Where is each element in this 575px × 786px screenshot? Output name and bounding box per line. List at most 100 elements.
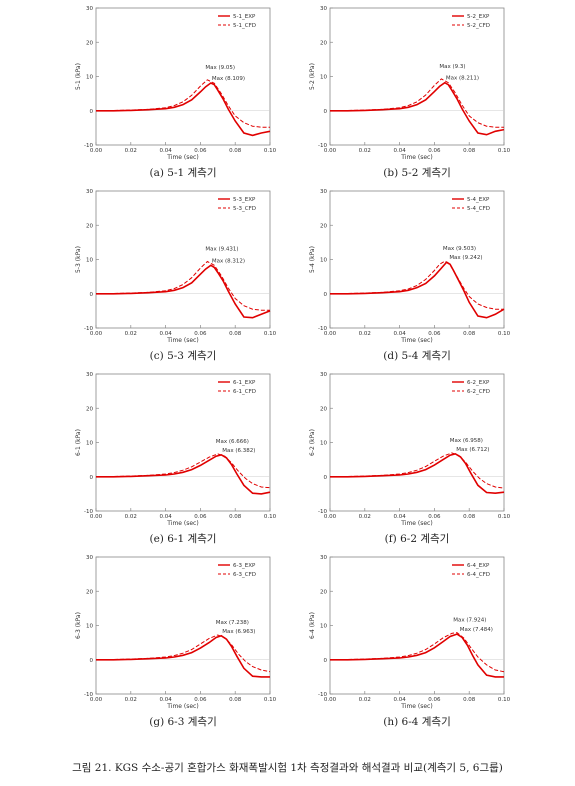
x-tick-label: 0.06 bbox=[428, 331, 441, 337]
x-tick-label: 0.00 bbox=[90, 331, 103, 337]
y-tick-label: 30 bbox=[320, 372, 327, 378]
x-tick-label: 0.02 bbox=[359, 331, 371, 337]
x-tick-label: 0.04 bbox=[393, 697, 406, 703]
y-tick-label: 0 bbox=[324, 109, 328, 115]
x-axis-label: Time (sec) bbox=[166, 520, 198, 527]
chart-panel-1: -10 0 10 20 30 0.00 0.02 0.04 0.06 0.08 0.10 Time (… bbox=[75, 6, 277, 161]
legend-label: 6-3_CFD bbox=[233, 572, 256, 578]
legend-label: 5-4_EXP bbox=[467, 197, 490, 203]
x-tick-label: 0.10 bbox=[498, 697, 511, 703]
y-axis-label: 6-1 (kPa) bbox=[75, 429, 82, 456]
y-tick-label: 20 bbox=[86, 223, 93, 229]
subplot-caption: (g) 6-3 계측기 bbox=[149, 716, 217, 728]
x-tick-label: 0.08 bbox=[229, 331, 242, 337]
x-tick-label: 0.02 bbox=[125, 331, 137, 337]
series-line-6-1_CFD bbox=[95, 453, 271, 489]
max-annotation: Max (8.312) bbox=[212, 258, 245, 264]
max-annotation: Max (6.712) bbox=[456, 447, 489, 453]
y-tick-label: 30 bbox=[320, 6, 327, 12]
y-tick-label: 20 bbox=[320, 406, 327, 412]
y-tick-label: -10 bbox=[318, 692, 327, 698]
y-tick-label: -10 bbox=[84, 143, 93, 149]
x-tick-label: 0.04 bbox=[393, 331, 406, 337]
y-tick-label: 30 bbox=[86, 189, 93, 195]
x-tick-label: 0.02 bbox=[125, 514, 137, 520]
y-tick-label: 10 bbox=[86, 624, 93, 630]
max-annotation: Max (9.242) bbox=[449, 255, 482, 261]
y-tick-label: -10 bbox=[318, 143, 327, 149]
y-tick-label: -10 bbox=[84, 509, 93, 515]
legend-label: 6-2_EXP bbox=[467, 380, 490, 386]
series-line-6-4_CFD bbox=[329, 632, 505, 673]
subplot-caption: (a) 5-1 계측기 bbox=[149, 167, 217, 179]
x-tick-label: 0.06 bbox=[194, 697, 207, 703]
x-tick-label: 0.04 bbox=[159, 514, 172, 520]
x-tick-label: 0.10 bbox=[264, 331, 277, 337]
y-tick-label: 20 bbox=[86, 589, 93, 595]
chart-panel-2: -10 0 10 20 30 0.00 0.02 0.04 0.06 0.08 0.10 Time (… bbox=[309, 6, 511, 161]
subplot-caption: (f) 6-2 계측기 bbox=[384, 533, 450, 545]
x-axis-label: Time (sec) bbox=[400, 520, 432, 527]
y-tick-label: 0 bbox=[324, 475, 328, 481]
x-tick-label: 0.10 bbox=[264, 514, 277, 520]
y-tick-label: 30 bbox=[320, 189, 327, 195]
x-tick-label: 0.10 bbox=[498, 514, 511, 520]
y-tick-label: 30 bbox=[86, 6, 93, 12]
x-tick-label: 0.00 bbox=[324, 697, 337, 703]
x-tick-label: 0.08 bbox=[229, 697, 242, 703]
max-annotation: Max (9.05) bbox=[205, 65, 235, 71]
legend-label: 6-4_EXP bbox=[467, 563, 490, 569]
x-tick-label: 0.00 bbox=[90, 514, 103, 520]
x-tick-label: 0.04 bbox=[393, 514, 406, 520]
x-axis-label: Time (sec) bbox=[166, 337, 198, 344]
y-tick-label: 0 bbox=[90, 475, 94, 481]
max-annotation: Max (6.963) bbox=[222, 629, 255, 635]
x-axis-label: Time (sec) bbox=[400, 703, 432, 710]
y-tick-label: -10 bbox=[318, 509, 327, 515]
legend-label: 6-1_EXP bbox=[233, 380, 256, 386]
chart-panel-6: -10 0 10 20 30 0.00 0.02 0.04 0.06 0.08 0.10 Time (… bbox=[309, 372, 511, 527]
x-tick-label: 0.06 bbox=[428, 697, 441, 703]
subplot-caption: (d) 5-4 계측기 bbox=[383, 350, 451, 362]
series-line-6-3_EXP bbox=[96, 634, 270, 678]
x-tick-label: 0.04 bbox=[159, 331, 172, 337]
y-tick-label: 20 bbox=[320, 40, 327, 46]
x-tick-label: 0.04 bbox=[159, 148, 172, 154]
series-line-6-3_CFD bbox=[95, 634, 271, 673]
x-tick-label: 0.02 bbox=[359, 514, 371, 520]
y-axis-label: 6-4 (kPa) bbox=[309, 612, 316, 639]
y-tick-label: 30 bbox=[86, 372, 93, 378]
x-tick-label: 0.02 bbox=[125, 148, 137, 154]
y-tick-label: 20 bbox=[320, 589, 327, 595]
x-axis-label: Time (sec) bbox=[166, 703, 198, 710]
x-tick-label: 0.00 bbox=[90, 697, 103, 703]
series-line-5-2_EXP bbox=[330, 81, 505, 136]
chart-panel-3: -10 0 10 20 30 0.00 0.02 0.04 0.06 0.08 0.10 Time (… bbox=[75, 189, 277, 344]
y-tick-label: 10 bbox=[320, 75, 327, 81]
y-tick-label: 10 bbox=[320, 624, 327, 630]
y-axis-label: 6-3 (kPa) bbox=[75, 612, 82, 639]
x-tick-label: 0.10 bbox=[498, 148, 511, 154]
x-tick-label: 0.10 bbox=[264, 148, 277, 154]
x-tick-label: 0.10 bbox=[498, 331, 511, 337]
legend-label: 6-1_CFD bbox=[233, 389, 256, 395]
series-line-6-2_EXP bbox=[330, 452, 505, 495]
max-annotation: Max (7.238) bbox=[216, 620, 249, 626]
x-axis-label: Time (sec) bbox=[400, 337, 432, 344]
legend-label: 6-3_EXP bbox=[233, 563, 256, 569]
x-tick-label: 0.00 bbox=[90, 148, 103, 154]
x-tick-label: 0.04 bbox=[393, 148, 406, 154]
legend-label: 6-2_CFD bbox=[467, 389, 490, 395]
x-tick-label: 0.10 bbox=[264, 697, 277, 703]
y-axis-label: 5-4 (kPa) bbox=[309, 246, 316, 273]
max-annotation: Max (6.958) bbox=[450, 438, 483, 444]
series-line-6-2_CFD bbox=[329, 452, 505, 489]
x-tick-label: 0.06 bbox=[194, 514, 207, 520]
max-annotation: Max (6.382) bbox=[222, 448, 255, 454]
y-tick-label: 0 bbox=[324, 292, 328, 298]
series-line-5-4_EXP bbox=[330, 261, 505, 319]
legend-label: 5-4_CFD bbox=[467, 206, 490, 212]
series-line-5-1_CFD bbox=[95, 79, 270, 128]
legend-label: 5-2_EXP bbox=[467, 14, 490, 20]
